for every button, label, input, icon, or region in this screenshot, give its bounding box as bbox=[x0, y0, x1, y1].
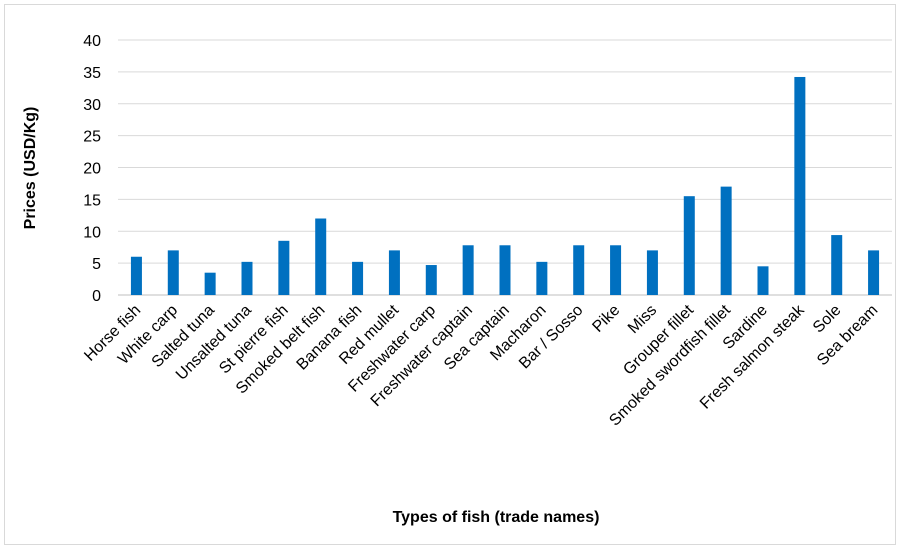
bar bbox=[352, 261, 364, 295]
y-tick-label: 10 bbox=[83, 224, 101, 241]
chart-area bbox=[4, 4, 896, 545]
bar bbox=[204, 272, 216, 295]
bar bbox=[388, 250, 400, 295]
y-tick-label: 35 bbox=[83, 65, 101, 82]
bar bbox=[130, 256, 142, 295]
y-tick-labels: 0 5 10 15 20 25 30 35 40 bbox=[83, 33, 101, 305]
bar bbox=[573, 245, 585, 295]
bar bbox=[462, 245, 474, 295]
y-tick-label: 30 bbox=[83, 97, 101, 114]
bar bbox=[241, 261, 253, 295]
y-tick-label: 40 bbox=[83, 33, 101, 50]
bar bbox=[425, 265, 437, 295]
bar bbox=[720, 186, 732, 295]
bar bbox=[646, 250, 658, 295]
bar bbox=[831, 235, 843, 295]
y-tick-label: 20 bbox=[83, 161, 101, 178]
y-axis-title: Prices (USD/Kg) bbox=[22, 107, 39, 230]
bar bbox=[868, 250, 880, 295]
x-tick-label: Pike bbox=[589, 302, 623, 336]
x-axis-title: Types of fish (trade names) bbox=[393, 509, 600, 526]
bar bbox=[683, 196, 695, 295]
bars bbox=[130, 76, 880, 295]
bar bbox=[278, 240, 290, 295]
bar bbox=[610, 245, 622, 295]
bar bbox=[499, 245, 511, 295]
y-tick-label: 5 bbox=[92, 256, 101, 273]
bar bbox=[794, 76, 806, 295]
bar bbox=[315, 218, 327, 295]
bar bbox=[757, 266, 769, 295]
bar bbox=[167, 250, 179, 295]
y-tick-label: 25 bbox=[83, 129, 101, 146]
bar bbox=[536, 261, 548, 295]
y-tick-label: 0 bbox=[92, 288, 101, 305]
y-tick-label: 15 bbox=[83, 192, 101, 209]
